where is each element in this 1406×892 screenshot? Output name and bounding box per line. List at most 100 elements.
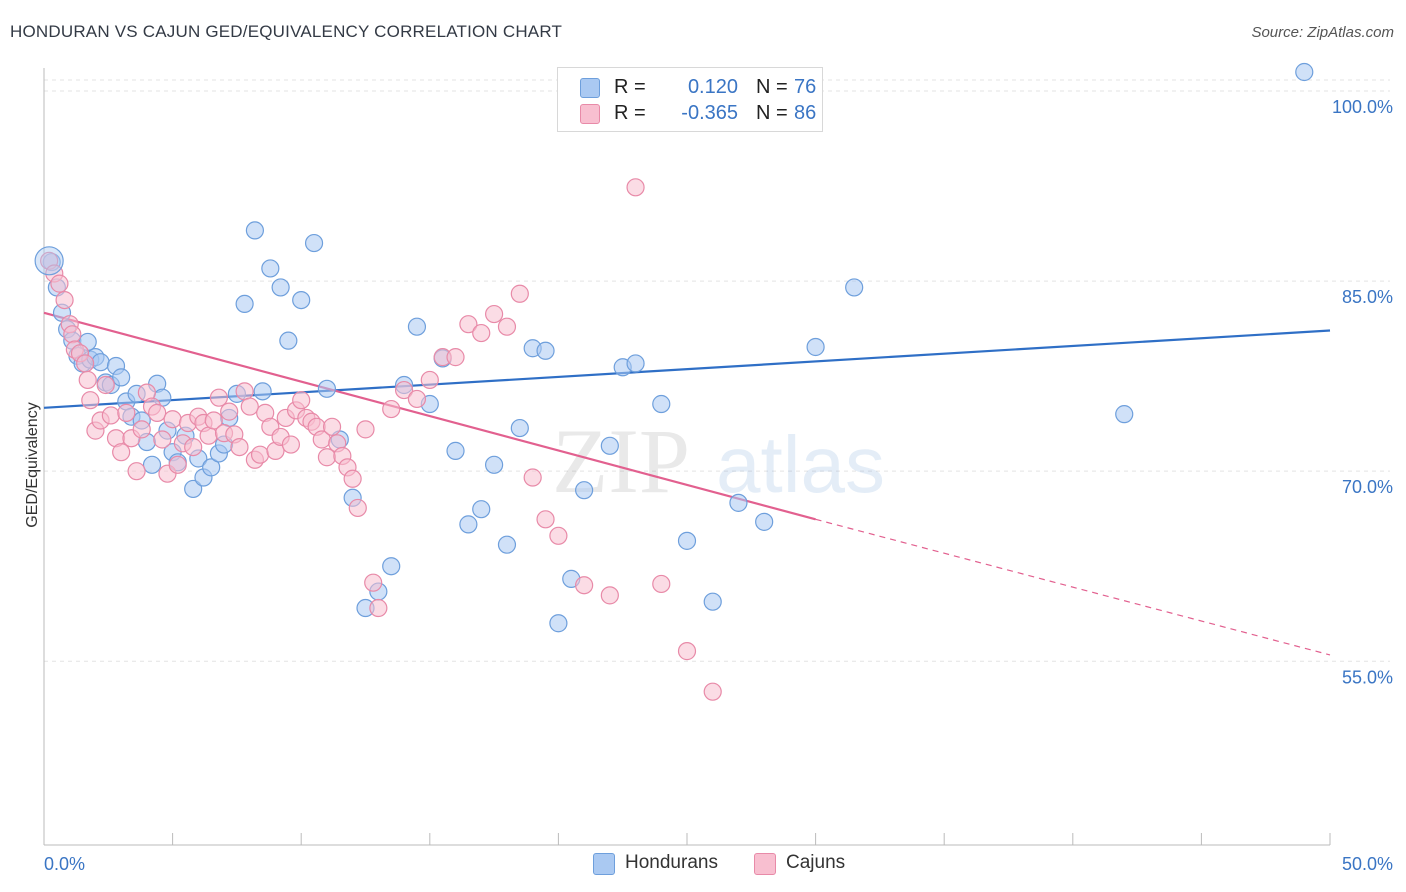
honduran-point [279, 331, 298, 350]
honduran-point [497, 535, 517, 554]
cajun-point [703, 682, 722, 701]
cajun-point [369, 598, 388, 618]
honduran-point [304, 233, 324, 253]
honduran-point [1115, 405, 1134, 424]
cajun-point [407, 389, 427, 409]
y-tick-label: 100.0% [1332, 97, 1393, 117]
cajun-trend-extension [815, 518, 1331, 656]
series-legend: Hondurans Cajuns [0, 852, 1406, 878]
source-label[interactable]: Source: ZipAtlas.com [1251, 24, 1394, 41]
n-value: 86 [794, 102, 817, 124]
cajun-point [230, 437, 249, 457]
cajuns-legend-swatch [754, 853, 776, 875]
cajun-point [364, 573, 383, 592]
honduran-point [253, 382, 272, 401]
cajun-point [50, 274, 69, 293]
honduran-point [382, 557, 401, 576]
cajun-point [343, 469, 362, 488]
cajun-point [626, 178, 645, 197]
cajun-point [127, 462, 146, 481]
watermark: ZIP atlas [552, 410, 885, 512]
n-label: N = [756, 102, 788, 124]
cajun-point [485, 304, 504, 324]
cajun-point [652, 574, 671, 594]
honduran-point [472, 500, 491, 519]
cajun-point [394, 380, 414, 400]
honduran-point [317, 379, 337, 398]
cajun-point [76, 354, 95, 373]
cajun-point [55, 290, 74, 310]
honduran-point [549, 614, 568, 633]
cajun-point [459, 315, 478, 334]
cajun-point [168, 455, 187, 474]
cajun-point [153, 430, 172, 449]
cajun-point [184, 437, 203, 457]
cajun-point [250, 445, 270, 464]
honduran-point [536, 341, 555, 360]
cajun-point [348, 498, 367, 518]
cajun-point [472, 323, 491, 343]
honduran-point [112, 368, 131, 387]
cajun-point [199, 426, 218, 445]
honduran-point [652, 394, 671, 414]
cajun-point [235, 382, 254, 401]
cajun-point [78, 370, 97, 390]
honduran-point [261, 259, 280, 278]
y-tick-label: 55.0% [1342, 667, 1393, 687]
cajun-point [209, 388, 228, 407]
cajun-point [497, 317, 517, 336]
cajun-point [322, 417, 342, 436]
hondurans-legend-label: Hondurans [625, 852, 718, 873]
data-points [34, 62, 1314, 701]
honduran-point [755, 512, 774, 531]
cajun-point [220, 402, 239, 421]
honduran-point [91, 353, 110, 372]
cajun-point [96, 375, 115, 395]
honduran-point [600, 436, 619, 455]
cajun-point [600, 586, 619, 605]
cajun-point [281, 435, 301, 454]
axes [43, 68, 1331, 846]
r-value: 0.120 [687, 76, 738, 98]
cajun-point [420, 370, 439, 390]
honduran-point [626, 354, 645, 373]
cajun-point [536, 510, 555, 529]
watermark-zip: ZIP [552, 410, 690, 512]
r-label: R = [614, 102, 646, 124]
chart-title: HONDURAN VS CAJUN GED/EQUIVALENCY CORREL… [10, 22, 563, 41]
trend-lines [43, 311, 1331, 656]
cajun-point [132, 420, 151, 439]
r-value: -0.365 [681, 102, 738, 124]
correlation-legend: R = 0.120 N = 76 R = -0.365 N = 86 [557, 67, 823, 132]
cajun-point [356, 420, 375, 439]
honduran-point [446, 441, 465, 460]
cajun-point [163, 410, 182, 429]
y-tick-label: 70.0% [1342, 477, 1393, 497]
y-tick-label: 85.0% [1342, 287, 1393, 307]
cajun-point [382, 399, 401, 419]
honduran-point [677, 531, 697, 550]
n-value: 76 [794, 76, 817, 98]
honduran-point [407, 317, 427, 336]
gridlines [44, 79, 1390, 662]
honduran-point [485, 455, 504, 474]
cajun-point [81, 391, 100, 410]
honduran-point [806, 337, 825, 357]
cajun-trend-line [43, 311, 816, 521]
cajun-point [575, 576, 594, 595]
honduran-point [575, 481, 594, 500]
honduran-point [271, 278, 290, 297]
cajun-point [148, 403, 167, 422]
cajun-point [446, 348, 465, 367]
r-label: R = [614, 76, 646, 98]
cajun-point [204, 411, 223, 430]
honduran-point [459, 515, 478, 534]
honduran-point [184, 479, 203, 499]
honduran-point [34, 246, 64, 276]
honduran-point [245, 221, 265, 240]
honduran-point [510, 418, 529, 438]
cajun-point [63, 325, 82, 344]
cajun-point [240, 397, 259, 416]
cajun-point [510, 284, 529, 303]
